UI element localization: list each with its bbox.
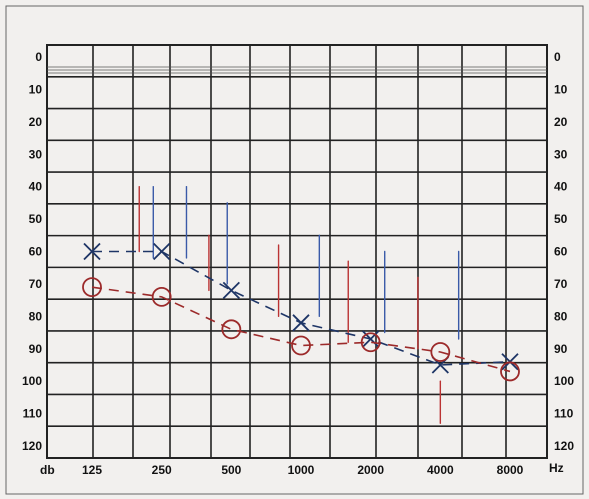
page-border xyxy=(5,5,584,495)
x-tick-label: 8000 xyxy=(497,463,524,477)
y-tick-label-left: 10 xyxy=(29,82,43,96)
x-marker xyxy=(292,314,310,332)
y-tick-label-right: 10 xyxy=(554,82,568,96)
y-unit-label: db xyxy=(40,463,55,477)
tick-labels: 0 0 10 10 20 20 30 30 40 40 50 50 60 60 70 70 80 80 90 90 10… xyxy=(22,50,574,477)
y-tick-label-right: 100 xyxy=(554,374,574,388)
y-tick-label-left: 30 xyxy=(29,147,43,161)
y-tick-label-left: 0 xyxy=(35,50,42,64)
y-tick-label-left: 70 xyxy=(29,277,43,291)
y-tick-label-right: 0 xyxy=(554,50,561,64)
grid xyxy=(46,44,548,459)
x-unit-label: Hz xyxy=(549,461,564,475)
x-marker xyxy=(222,281,240,300)
y-tick-label-right: 70 xyxy=(554,277,568,291)
o-marker xyxy=(221,319,242,340)
y-tick-label-left: 120 xyxy=(22,439,42,453)
y-tick-label-left: 80 xyxy=(29,309,43,323)
y-tick-label-right: 30 xyxy=(554,147,568,161)
y-tick-label-right: 80 xyxy=(554,309,568,323)
x-tick-label: 125 xyxy=(82,463,102,477)
o-marker xyxy=(291,335,311,356)
y-tick-label-right: 50 xyxy=(554,212,568,226)
x-tick-label: 250 xyxy=(152,463,172,477)
o-marker xyxy=(151,286,172,307)
x-tick-label: 500 xyxy=(221,463,241,477)
series xyxy=(82,242,520,382)
o-marker xyxy=(430,342,451,362)
y-tick-label-left: 20 xyxy=(29,115,43,129)
y-tick-label-left: 90 xyxy=(29,342,43,356)
o-marker xyxy=(360,332,381,353)
y-tick-label-left: 40 xyxy=(29,180,43,194)
y-tick-label-right: 20 xyxy=(554,115,568,129)
x-tick-label: 4000 xyxy=(427,463,454,477)
y-tick-label-left: 110 xyxy=(23,407,43,421)
x-marker xyxy=(153,242,171,261)
x-tick-label: 2000 xyxy=(357,463,384,477)
y-tick-label-right: 110 xyxy=(554,407,574,421)
y-tick-label-left: 60 xyxy=(29,245,43,259)
grid-frame xyxy=(46,44,548,459)
vertical-strokes xyxy=(138,185,460,425)
y-tick-label-right: 40 xyxy=(554,180,568,194)
o-marker xyxy=(82,277,102,298)
x-marker xyxy=(83,242,101,261)
y-tick-label-right: 60 xyxy=(554,245,568,259)
y-tick-label-right: 120 xyxy=(554,439,574,453)
o-marker xyxy=(500,361,520,382)
y-tick-label-left: 100 xyxy=(22,374,42,388)
y-tick-label-right: 90 xyxy=(554,342,568,356)
y-tick-label-left: 50 xyxy=(29,212,43,226)
x-tick-label: 1000 xyxy=(288,463,315,477)
x-marker xyxy=(362,330,380,348)
o-series-line xyxy=(91,286,511,373)
